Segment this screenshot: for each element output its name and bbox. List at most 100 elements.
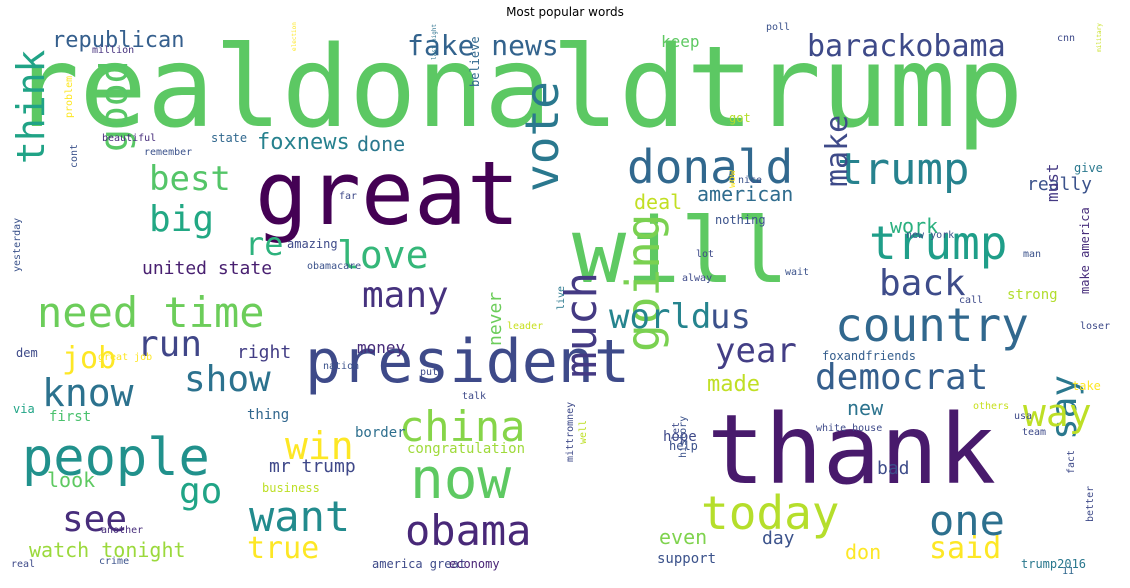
cloud-word: economy [449, 557, 500, 571]
cloud-word: another [101, 525, 144, 536]
cloud-word: love [337, 233, 429, 277]
cloud-word: support [657, 551, 717, 567]
cloud-word: help [669, 439, 698, 453]
cloud-word: need time [37, 288, 265, 337]
cloud-word: money [357, 338, 406, 357]
cloud-word: think [9, 49, 53, 164]
cloud-word: dem [16, 346, 38, 360]
cloud-word: foxandfriends [822, 349, 916, 363]
cloud-word: nothing [715, 213, 766, 227]
cloud-word: show [184, 359, 271, 400]
cloud-word: day [762, 528, 795, 549]
cloud-word: million [92, 45, 135, 56]
cloud-word: others [973, 401, 1010, 412]
cloud-word: will [572, 199, 789, 304]
cloud-word: amazing [287, 237, 338, 251]
cloud-word: cont [69, 143, 80, 168]
cloud-word: even [659, 525, 708, 549]
cloud-word: business [262, 481, 320, 495]
cloud-word: last night [431, 23, 438, 60]
cloud-word: made [707, 372, 760, 397]
cloud-word: democrat [815, 357, 989, 398]
cloud-word: got [729, 111, 751, 125]
cloud-word: way [1023, 391, 1092, 435]
cloud-word: military [1096, 23, 1103, 52]
cloud-word: look [47, 468, 96, 492]
cloud-word: done [357, 132, 406, 156]
cloud-word: barackobama [807, 29, 1006, 64]
cloud-word: loser [1080, 321, 1111, 332]
cloud-word: poll [766, 22, 791, 33]
cloud-word: one [929, 496, 1005, 545]
cloud-word: better [1085, 485, 1096, 522]
cloud-word: man [1023, 249, 1042, 260]
cloud-word: hope [663, 429, 697, 445]
cloud-word: know [42, 371, 134, 415]
cloud-word: strong [1007, 287, 1058, 303]
cloud-word: best [149, 159, 231, 199]
cloud-word: china [399, 402, 526, 451]
cloud-word: thank [707, 394, 996, 506]
cloud-word: great job [98, 352, 153, 363]
cloud-word: go [179, 471, 223, 512]
cloud-word: people [22, 428, 210, 488]
cloud-word: job [62, 341, 117, 376]
cloud-word: mittromney [565, 401, 576, 462]
cloud-word: usa [1014, 411, 1033, 422]
cloud-word: work [890, 214, 939, 238]
cloud-word: live [556, 285, 567, 310]
cloud-word: nation [323, 361, 360, 372]
cloud-word: trump [837, 144, 970, 195]
cloud-word: never [485, 291, 506, 346]
cloud-word: keep [661, 32, 700, 51]
cloud-word: first [49, 409, 92, 425]
cloud-word: great [255, 142, 520, 245]
cloud-word: world [609, 297, 712, 337]
cloud-word: want [249, 492, 351, 541]
cloud-word: mr trump [269, 456, 356, 477]
cloud-word: united state [142, 258, 273, 279]
cloud-word: problem [64, 75, 75, 118]
cloud-word: believe [468, 36, 482, 87]
cloud-word: congratulation [407, 441, 526, 457]
cloud-word: must [1043, 163, 1062, 202]
cloud-word: crime [99, 556, 130, 567]
cloud-word: america great [372, 557, 466, 571]
cloud-word: true [247, 531, 320, 566]
cloud-word: vote [515, 81, 569, 192]
cloud-word: give [1074, 161, 1103, 175]
cloud-word: well [578, 419, 589, 444]
cloud-word: make [820, 114, 855, 187]
cloud-word: many [362, 275, 449, 316]
cloud-word: today [701, 486, 840, 540]
cloud-word: now [410, 447, 512, 512]
cloud-word: border [355, 425, 406, 441]
cloud-word: lot [696, 249, 715, 260]
cloud-word: talk [462, 391, 487, 402]
cloud-word: watch tonight [29, 538, 186, 562]
cloud-word: us [710, 297, 751, 337]
cloud-word: new york [906, 230, 955, 241]
cloud-word: don [845, 540, 882, 564]
cloud-word: foxnews [257, 130, 350, 155]
cloud-word: put [420, 367, 439, 378]
cloud-word: alway [682, 273, 713, 284]
cloud-word: leader [507, 321, 544, 332]
cloud-word: cnn [1057, 33, 1076, 44]
cloud-word: right [237, 342, 292, 363]
cloud-word: really [1027, 174, 1093, 195]
cloud-word: run [137, 324, 203, 365]
cloud-word: nice [738, 175, 763, 186]
cloud-word: wait [785, 267, 810, 278]
cloud-word: trump2016 [1021, 557, 1087, 571]
cloud-word: wow [727, 169, 738, 188]
cloud-word: obamacare [307, 261, 362, 272]
cloud-word: white house [816, 423, 883, 434]
cloud-word: bad [877, 458, 910, 479]
cloud-word: donald [627, 140, 794, 194]
cloud-word: thing [247, 407, 290, 423]
cloud-word: via [13, 402, 35, 416]
word-cloud: realdonaldtrump great will thank president do… [7, 22, 1123, 578]
cloud-word: country [835, 298, 1029, 352]
cloud-word: republican [52, 28, 185, 53]
